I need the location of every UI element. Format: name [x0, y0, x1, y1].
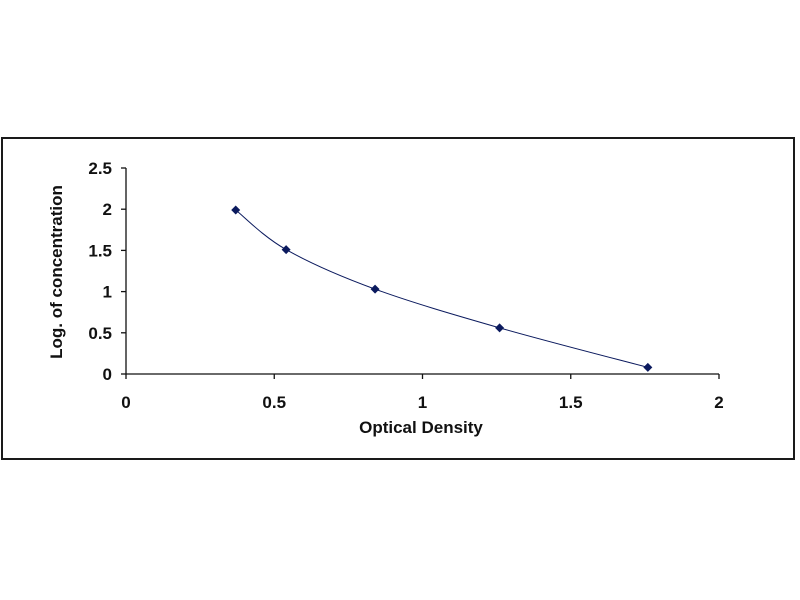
y-tick-label: 0.5 — [88, 324, 112, 343]
x-tick-label: 0 — [121, 393, 130, 412]
y-axis-title: Log. of concentration — [47, 185, 66, 359]
x-axis-title: Optical Density — [359, 418, 483, 437]
chart-frame — [1, 137, 795, 460]
axes — [125, 168, 719, 375]
x-tick-labels: 0 0.5 1 1.5 2 — [121, 374, 724, 412]
x-tick-label: 1.5 — [559, 393, 583, 412]
y-tick-label: 1 — [103, 283, 112, 302]
y-tick-label: 0 — [103, 365, 112, 384]
data-point-marker — [495, 323, 505, 333]
data-point-marker — [231, 205, 241, 215]
fit-curve — [235, 209, 648, 368]
y-tick-label: 2.5 — [88, 159, 112, 178]
x-tick-label: 0.5 — [262, 393, 286, 412]
data-point-marker — [370, 284, 380, 294]
y-tick-label: 2 — [103, 200, 112, 219]
y-tick-labels: 0 0.5 1 1.5 2 2.5 — [88, 159, 126, 384]
data-points — [231, 205, 653, 372]
data-point-marker — [643, 362, 653, 372]
x-tick-label: 2 — [714, 393, 723, 412]
data-point-marker — [281, 245, 291, 255]
y-tick-label: 1.5 — [88, 241, 112, 260]
x-tick-label: 1 — [418, 393, 427, 412]
